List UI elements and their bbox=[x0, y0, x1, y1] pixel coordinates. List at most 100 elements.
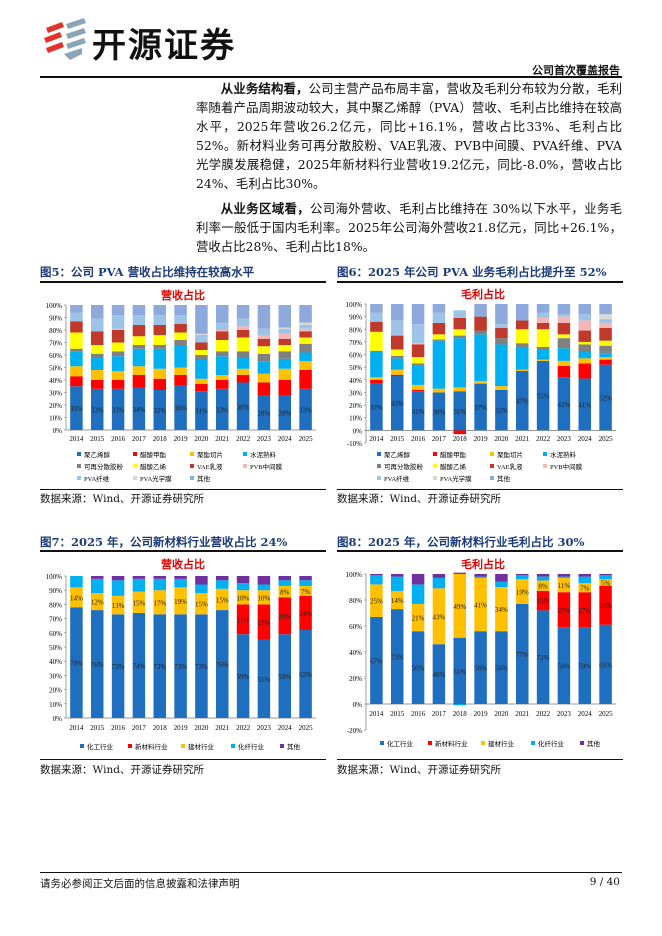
bar-segment-建材行业 bbox=[236, 590, 250, 605]
legend-label: 聚酯切片 bbox=[497, 450, 523, 459]
bar-segment-水泥熟料 bbox=[111, 356, 125, 372]
figure-6-top-rule bbox=[337, 281, 623, 283]
bar-segment-醋酸甲酯 bbox=[411, 389, 425, 392]
bar-segment-水泥熟料 bbox=[153, 348, 166, 369]
y-tick-label: 90% bbox=[49, 587, 62, 595]
bar-segment-可再分散胶粉 bbox=[474, 330, 487, 335]
data-label: 59% bbox=[578, 663, 591, 671]
bar-segment-建材行业 bbox=[111, 595, 125, 615]
figure-7-source: 数据来源：Wind、开源证券研究所 bbox=[40, 764, 204, 776]
data-label: 5% bbox=[601, 579, 611, 587]
y-tick-label: 20% bbox=[49, 687, 62, 695]
data-label: 55% bbox=[257, 676, 270, 684]
bar-segment-聚乙烯醇 bbox=[411, 391, 425, 431]
bar-segment-VAE乳液 bbox=[299, 331, 312, 338]
bar-segment-其他 bbox=[578, 304, 591, 315]
bar-segment-聚酯切片 bbox=[391, 369, 404, 375]
y-tick-label: 70% bbox=[49, 340, 62, 348]
bar-segment-其他 bbox=[516, 304, 529, 321]
bar-segment-PVA纤维 bbox=[91, 318, 104, 332]
bar-segment-化纤行业 bbox=[174, 578, 187, 588]
legend-swatch bbox=[428, 741, 432, 745]
bar-segment-聚乙烯醇 bbox=[278, 395, 291, 430]
data-label: 33% bbox=[299, 406, 312, 414]
bar-segment-其他 bbox=[257, 576, 271, 585]
bar-segment-PVB中间膜 bbox=[299, 328, 312, 332]
legend-label: 其他 bbox=[497, 474, 511, 483]
bar-segment-其他 bbox=[536, 574, 550, 577]
bar-segment-可再分散胶粉 bbox=[278, 351, 291, 359]
bar-segment-其他 bbox=[153, 576, 166, 579]
chart-title: 营收占比 bbox=[161, 288, 205, 302]
data-label: 12% bbox=[91, 599, 104, 607]
bar-segment-其他 bbox=[153, 305, 166, 315]
legend-label: 水泥熟料 bbox=[250, 450, 277, 459]
data-label: 43% bbox=[391, 400, 404, 408]
bar-segment-其他 bbox=[278, 576, 291, 581]
bar-segment-PVA纤维 bbox=[453, 310, 466, 318]
bar-segment-化纤行业 bbox=[391, 576, 404, 591]
bar-segment-PVA纤维 bbox=[132, 315, 146, 325]
legend-label: 水泥熟料 bbox=[550, 450, 577, 459]
legend-swatch bbox=[377, 464, 381, 468]
x-tick-label: 2022 bbox=[536, 710, 551, 718]
bar-segment-化纤行业 bbox=[557, 576, 571, 578]
x-tick-label: 2015 bbox=[390, 710, 405, 718]
x-tick-label: 2025 bbox=[299, 435, 314, 443]
bar-segment-聚乙烯醇 bbox=[299, 388, 312, 430]
bar-segment-其他 bbox=[599, 304, 612, 315]
bar-segment-水泥熟料 bbox=[599, 353, 612, 358]
bar-segment-新材料行业 bbox=[536, 590, 550, 611]
bar-segment-其他 bbox=[391, 304, 404, 321]
bar-segment-水泥熟料 bbox=[391, 358, 404, 370]
x-tick-label: 2021 bbox=[515, 710, 530, 718]
legend-swatch bbox=[181, 744, 185, 748]
bar-segment-聚酯切片 bbox=[432, 388, 446, 393]
bar-segment-醋酸乙烯 bbox=[236, 337, 250, 352]
x-tick-label: 2017 bbox=[132, 435, 147, 443]
data-label: 52% bbox=[599, 395, 612, 403]
legend-swatch bbox=[481, 741, 485, 745]
bar-segment-PVA纤维 bbox=[153, 315, 166, 325]
bar-segment-其他 bbox=[91, 576, 104, 579]
bar-segment-聚乙烯醇 bbox=[70, 386, 83, 430]
data-label: 43% bbox=[432, 613, 445, 621]
bar-segment-VAE乳液 bbox=[391, 335, 404, 350]
bar-segment-VAE乳液 bbox=[153, 325, 166, 335]
data-label: 27% bbox=[578, 607, 591, 615]
legend-label: 其他 bbox=[197, 474, 211, 483]
bar-segment-可再分散胶粉 bbox=[91, 353, 104, 358]
bar-segment-水泥熟料 bbox=[453, 338, 466, 388]
bar-segment-聚酯切片 bbox=[474, 381, 487, 384]
figure-8-top-rule bbox=[337, 550, 623, 552]
x-tick-label: 2023 bbox=[257, 435, 272, 443]
bar-segment-醋酸乙烯 bbox=[153, 335, 166, 345]
bar-segment-可再分散胶粉 bbox=[132, 345, 146, 349]
legend-label: 可再分散胶粉 bbox=[84, 462, 124, 471]
footer-divider bbox=[40, 872, 622, 873]
x-tick-label: 2021 bbox=[215, 724, 230, 732]
bar-segment-可再分散胶粉 bbox=[299, 343, 312, 353]
bar-segment-可再分散胶粉 bbox=[578, 344, 591, 353]
bar-segment-聚乙烯醇 bbox=[578, 378, 591, 431]
bar-segment-聚乙烯醇 bbox=[216, 388, 229, 430]
y-tick-label: 20% bbox=[349, 675, 362, 683]
x-tick-label: 2024 bbox=[278, 435, 293, 443]
bar-segment-醋酸乙烯 bbox=[257, 346, 271, 354]
legend-swatch bbox=[377, 476, 381, 480]
figure-7-heading: 图7：2025 年，公司新材料行业营收占比 24% bbox=[40, 535, 288, 549]
bar-segment-醋酸甲酯 bbox=[216, 380, 229, 389]
bar-segment-建材行业 bbox=[391, 590, 404, 610]
legend-label: 聚酯切片 bbox=[197, 450, 223, 459]
bar-segment-PVA纤维 bbox=[174, 315, 187, 324]
data-label: 15% bbox=[132, 599, 145, 607]
bar-segment-可再分散胶粉 bbox=[432, 339, 446, 341]
x-tick-label: 2020 bbox=[494, 710, 509, 718]
bar-segment-化纤行业 bbox=[299, 580, 312, 586]
figure-6-heading: 图6：2025 年公司 PVA 业务毛利占比提升至 52% bbox=[337, 265, 607, 279]
bar-segment-聚酯切片 bbox=[370, 377, 383, 380]
legend-label: VAE乳液 bbox=[497, 462, 523, 471]
bar-segment-建材行业 bbox=[216, 588, 229, 611]
bar-segment-VAE乳液 bbox=[195, 342, 208, 350]
bar-segment-水泥熟料 bbox=[236, 357, 250, 369]
